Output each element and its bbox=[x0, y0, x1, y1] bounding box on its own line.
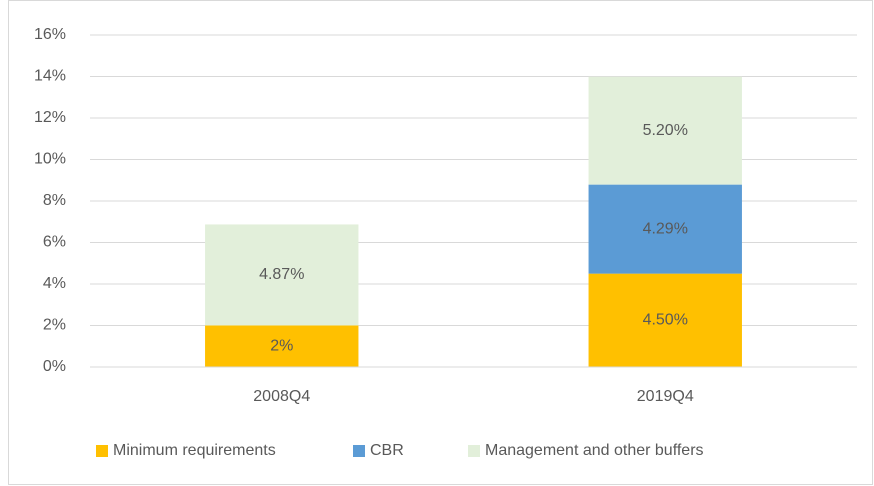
legend-label: Management and other buffers bbox=[485, 442, 704, 459]
y-tick-label: 14% bbox=[34, 68, 66, 85]
y-tick-label: 12% bbox=[34, 109, 66, 126]
data-label: 4.29% bbox=[643, 220, 688, 237]
x-tick-label: 2019Q4 bbox=[637, 388, 694, 405]
legend-swatch bbox=[96, 445, 108, 457]
y-tick-label: 2% bbox=[43, 317, 66, 334]
bar-segment bbox=[588, 76, 742, 185]
bar-segment bbox=[588, 273, 742, 367]
legend-label: Minimum requirements bbox=[113, 442, 276, 459]
data-label: 5.20% bbox=[643, 122, 688, 139]
y-tick-label: 16% bbox=[34, 26, 66, 43]
data-label: 2% bbox=[270, 337, 293, 354]
y-tick-label: 10% bbox=[34, 151, 66, 168]
legend-swatch bbox=[353, 445, 365, 457]
bar-segment bbox=[205, 224, 359, 326]
y-tick-label: 8% bbox=[43, 192, 66, 209]
data-label: 4.87% bbox=[259, 266, 304, 283]
legend-label: CBR bbox=[370, 442, 404, 459]
legend-swatch bbox=[468, 445, 480, 457]
y-tick-label: 6% bbox=[43, 234, 66, 251]
y-tick-label: 0% bbox=[43, 358, 66, 375]
bar-segment bbox=[588, 184, 742, 274]
x-tick-label: 2008Q4 bbox=[253, 388, 310, 405]
bar-segment bbox=[205, 325, 359, 367]
y-tick-label: 4% bbox=[43, 275, 66, 292]
data-label: 4.50% bbox=[643, 312, 688, 329]
